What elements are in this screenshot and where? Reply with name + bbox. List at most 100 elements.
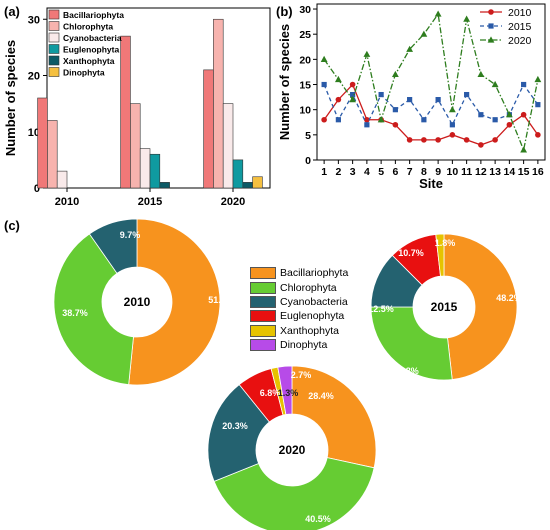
x-tick-label: 2015 (138, 196, 162, 208)
x-axis-label: Site (419, 176, 443, 191)
data-point (392, 121, 399, 128)
bar (37, 97, 48, 189)
legend-label: Dinophyta (63, 68, 105, 78)
bar (139, 148, 151, 189)
legend-label: Cyanobacteria (63, 33, 122, 43)
y-tick-label: 30 (28, 14, 40, 26)
bar (232, 159, 244, 189)
x-tick-label: 8 (421, 166, 427, 178)
legend-marker (488, 23, 494, 29)
x-tick-label: 11 (461, 166, 472, 178)
legend-swatch (250, 339, 276, 352)
data-point (406, 137, 413, 143)
donut-slice (207, 384, 270, 482)
slice-label: 10.7% (398, 248, 424, 258)
legend-label: Xanthophyta (280, 324, 339, 337)
legend-swatch (250, 267, 276, 280)
x-tick-label: 4 (364, 166, 370, 178)
data-point (334, 75, 342, 83)
bar (47, 120, 58, 189)
y-tick-label: 30 (299, 4, 311, 16)
slice-label: 12.5% (368, 304, 394, 314)
donut-center-label: 2020 (279, 443, 306, 457)
bar (130, 103, 141, 189)
legend-item: Bacillariophyta (250, 266, 370, 280)
donut-2010: 2010 51.6% 38.7% 9.7% (53, 218, 234, 386)
donut-slice (435, 233, 445, 277)
legend-label: Cyanobacteria (280, 295, 348, 308)
data-point (377, 116, 385, 123)
data-point (434, 10, 442, 17)
legend-swatch (48, 55, 60, 66)
y-tick-label: 10 (28, 127, 40, 139)
slice-label: 51.6% (208, 295, 234, 305)
data-point (435, 137, 441, 143)
data-point (363, 50, 371, 57)
x-tick-label: 16 (532, 166, 544, 178)
x-tick-label: 2 (335, 166, 341, 178)
legend-swatch (250, 281, 276, 294)
data-point (321, 116, 327, 123)
x-tick-label: 13 (489, 166, 501, 178)
data-point (535, 132, 541, 138)
data-point (520, 146, 528, 153)
slice-label: 1.8% (435, 238, 456, 248)
legend-label: Chlorophyta (63, 22, 113, 32)
donut-slice (443, 233, 518, 380)
y-tick-label: 20 (299, 54, 311, 66)
data-point (335, 117, 341, 123)
data-point (364, 122, 370, 128)
data-point (506, 121, 513, 128)
donut-2020: 2020 28.4% 40.5% 20.3% 6.8%1.3% 2.7% (207, 365, 377, 530)
data-point (392, 107, 398, 113)
data-point (421, 117, 427, 123)
legend-item: Cyanobacteria (250, 295, 370, 309)
legend-label: Dinophyta (280, 339, 328, 352)
donut-2015: 2015 48.2% 26.8% 12.5% 10.7% 1.8% (368, 233, 522, 381)
data-point (463, 137, 470, 143)
x-tick-label: 10 (447, 166, 459, 178)
series-line (323, 83, 539, 127)
x-tick-label: 2020 (221, 196, 245, 208)
x-axis-label: Year (145, 208, 172, 210)
slice-label: 40.5% (305, 514, 331, 524)
data-point (520, 111, 527, 118)
x-tick-label: 1 (321, 166, 327, 178)
x-tick-label: 5 (378, 166, 384, 178)
donut-center-label: 2010 (124, 295, 151, 309)
x-tick-label: 9 (435, 166, 441, 178)
legend-swatch (250, 295, 276, 308)
data-point (364, 116, 370, 123)
series-2020 (320, 10, 542, 153)
legend-label: Euglenophyta (63, 45, 119, 55)
y-tick-label: 15 (299, 80, 311, 92)
data-point (449, 122, 455, 128)
data-point (420, 30, 428, 37)
legend-swatch (48, 32, 60, 43)
donut-slice (53, 233, 134, 386)
data-point (535, 102, 541, 108)
bar (56, 170, 68, 189)
data-point (491, 80, 499, 88)
bar (149, 153, 161, 189)
slice-label: 26.8% (393, 366, 419, 376)
slice-label: 6.8% (260, 388, 281, 398)
donut-slice (88, 218, 138, 274)
y-axis-label: Number of species (277, 24, 292, 140)
legend-swatch (250, 310, 276, 323)
legend-marker (487, 36, 495, 43)
x-tick-label: 7 (407, 166, 413, 178)
data-point (477, 70, 485, 78)
data-point (349, 81, 356, 88)
legend-label: Bacillariophyta (63, 10, 124, 20)
legend-label: Chlorophyta (280, 281, 337, 294)
data-point (320, 55, 328, 62)
legend-label: 2010 (508, 7, 532, 19)
slice-label: 1.3% (278, 388, 299, 398)
slice-label: 28.4% (308, 391, 334, 401)
x-tick-label: 6 (392, 166, 398, 178)
legend-item: Dinophyta (250, 338, 370, 352)
data-point (464, 91, 470, 98)
x-tick-label: 14 (504, 166, 516, 178)
panel-label-c: (c) (4, 218, 20, 233)
